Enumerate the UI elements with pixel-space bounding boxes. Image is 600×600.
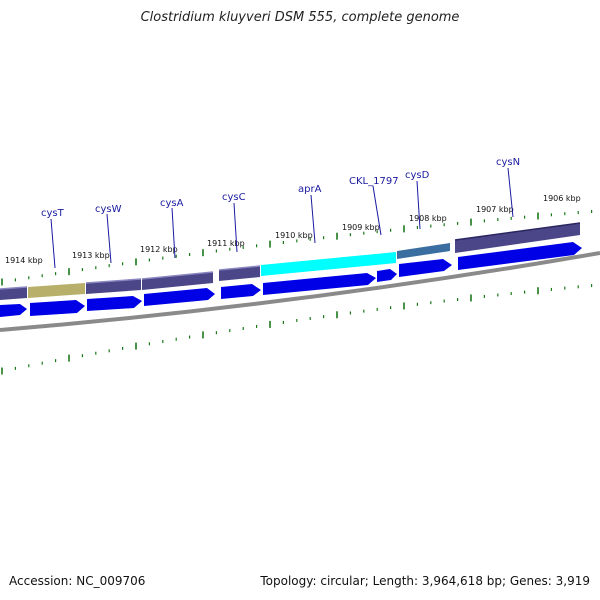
gene-bar-aprA[interactable] [261, 252, 396, 276]
gene-label-cysN[interactable]: cysN [496, 157, 520, 168]
map-title: Clostridium kluyveri DSM 555, complete g… [140, 10, 460, 25]
gene-label-aprA[interactable]: aprA [298, 184, 322, 195]
tick-label: 1913 kbp [72, 251, 110, 260]
gene-bars [0, 222, 581, 300]
cds-arrow[interactable] [399, 259, 452, 277]
lower-tick-track [1, 284, 593, 375]
upper-tick-track [1, 210, 593, 286]
tick-label: 1910 kbp [275, 231, 313, 240]
gene-label-cysC[interactable]: cysC [222, 192, 246, 203]
cds-arrow[interactable] [458, 242, 582, 270]
tick-labels: 1914 kbp 1913 kbp 1912 kbp 1911 kbp 1910… [5, 194, 581, 265]
cds-arrows [0, 242, 582, 317]
gene-bar-cysT[interactable] [28, 283, 85, 298]
gene-bar-cysD[interactable] [397, 243, 450, 259]
gene-label-cysA[interactable]: cysA [160, 198, 184, 209]
cds-arrow[interactable] [144, 288, 215, 306]
gene-label-cysT[interactable]: cysT [41, 208, 65, 219]
cds-arrow[interactable] [0, 304, 27, 317]
gene-label-cysD[interactable]: cysD [405, 170, 430, 181]
gene-bar-cysN[interactable] [455, 223, 580, 253]
genome-backbone [0, 251, 600, 332]
cds-arrow[interactable] [87, 296, 142, 311]
cds-arrow[interactable] [221, 284, 261, 299]
tick-label: 1911 kbp [207, 239, 245, 248]
gene-labels: cysT cysW cysA cysC aprA CKL_1797 cysD c… [41, 157, 520, 269]
accession-text: Accession: NC_009706 [9, 574, 146, 588]
gene-bar-left-edge[interactable] [0, 287, 27, 300]
cds-arrow[interactable] [377, 269, 397, 282]
cds-arrow[interactable] [30, 300, 85, 316]
gene-label-cysW[interactable]: cysW [95, 204, 122, 215]
tick-label: 1909 kbp [342, 223, 380, 232]
gene-label-CKL_1797[interactable]: CKL_1797 [349, 176, 399, 187]
tick-label: 1907 kbp [476, 205, 514, 214]
tick-label: 1908 kbp [409, 214, 447, 223]
cds-arrow[interactable] [263, 273, 376, 295]
tick-label: 1906 kbp [543, 194, 581, 203]
gene-bar-cysA[interactable] [142, 272, 213, 290]
tick-label: 1914 kbp [5, 256, 43, 265]
topology-summary-text: Topology: circular; Length: 3,964,618 bp… [260, 574, 590, 588]
tick-label: 1912 kbp [140, 245, 178, 254]
